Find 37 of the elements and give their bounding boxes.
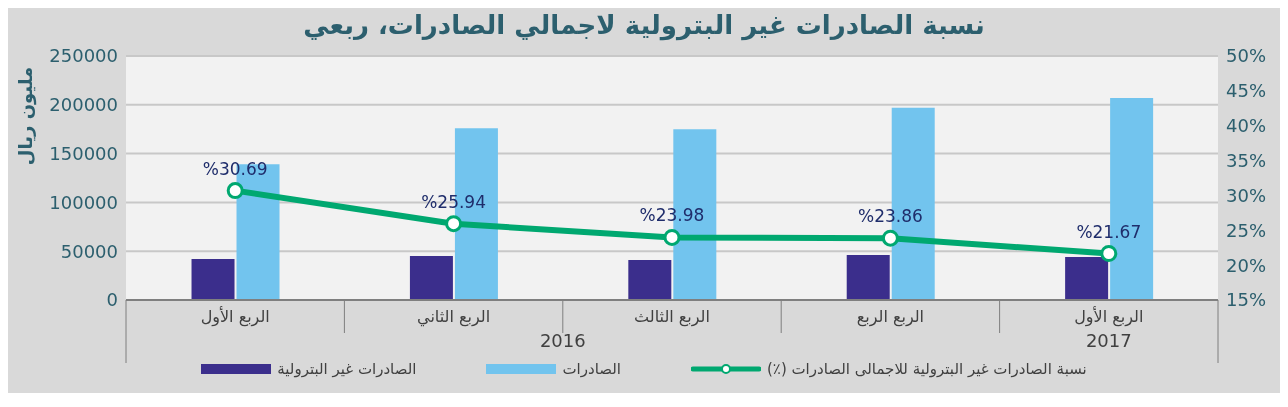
y2-tick-label: 50%: [1226, 45, 1267, 67]
text: 2017: [1084, 330, 1133, 353]
legend-label: الصادرات: [562, 360, 621, 378]
x-tick-label: الربع الأول: [200, 306, 270, 327]
chart-title: نسبة الصادرات غير البترولية لاجمالي الصادرات، ربعي: [302, 9, 986, 42]
bar: [1065, 257, 1109, 300]
x-tick-label: الربع الربع: [856, 307, 925, 327]
y2-tick-label: 40%: [1226, 115, 1267, 137]
x-tick-label: الربع الثاني: [417, 307, 491, 327]
text: 2016: [538, 330, 587, 353]
y-tick-label: 150000: [49, 142, 118, 164]
point: [226, 182, 244, 200]
legend-label: الصادرات غير البترولية: [277, 360, 417, 378]
y2-tick-label: 25%: [1226, 219, 1267, 241]
point: [1100, 245, 1118, 262]
y-axis-title: مليون ريال: [15, 66, 37, 166]
y2-tick-label: 20%: [1226, 254, 1267, 276]
y2-tick-label: 15%: [1226, 289, 1267, 311]
y2-tick-label: 45%: [1226, 80, 1267, 102]
y-tick-label: 250000: [49, 45, 118, 67]
x-tick-label: الربع الأول: [1074, 306, 1144, 327]
y2-tick-label: 35%: [1226, 149, 1267, 171]
bar: [846, 255, 890, 300]
y-tick-label: 100000: [49, 191, 118, 213]
y-tick-label: 0: [106, 289, 118, 311]
data-label: %25.94: [421, 191, 487, 212]
legend-label: نسبة الصادرات غير البترولية للاجمالى الصادرات (٪): [766, 360, 1087, 378]
point: [663, 228, 681, 246]
y2-tick-label: 30%: [1226, 184, 1267, 206]
bar: [191, 259, 235, 300]
point: [881, 229, 899, 247]
bar: [628, 259, 672, 300]
y-tick-label: 50000: [60, 240, 118, 262]
y-tick-label: 200000: [49, 94, 118, 116]
point: [445, 215, 463, 233]
bar: [409, 256, 453, 300]
x-tick-label: الربع الثالث: [634, 307, 710, 327]
